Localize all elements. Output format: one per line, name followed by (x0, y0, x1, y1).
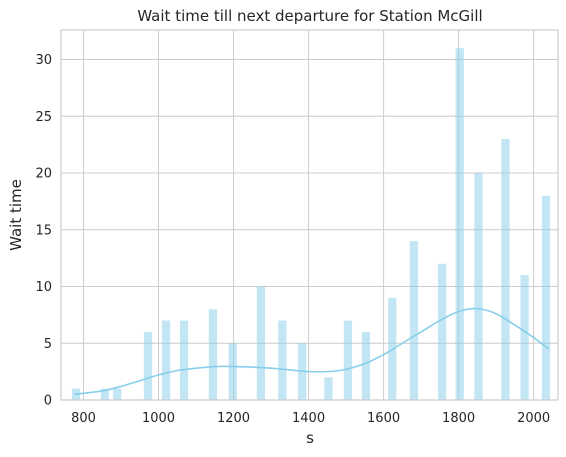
x-tick-label: 1400 (292, 411, 325, 426)
x-tick-label: 1600 (367, 411, 400, 426)
chart-title: Wait time till next departure for Statio… (137, 7, 482, 25)
histogram-bar (501, 138, 510, 400)
histogram-bar (113, 388, 122, 400)
kde-curve-group (74, 307, 550, 396)
x-axis-label: s (306, 429, 314, 447)
y-tick-labels: 0 5 10 15 20 25 30 (35, 53, 52, 408)
y-tick-label: 20 (35, 167, 52, 182)
histogram-bar (100, 388, 110, 400)
x-tick-label: 800 (71, 411, 96, 426)
plot-frame (60, 29, 559, 401)
histogram-bar (143, 331, 153, 400)
histogram-bar (179, 320, 189, 400)
histogram-bar (361, 331, 371, 400)
x-tick-label: 2000 (517, 411, 550, 426)
x-tick-label: 1000 (142, 411, 175, 426)
y-tick-label: 5 (44, 337, 52, 352)
histogram-bar (520, 275, 529, 400)
histogram-bar (278, 320, 287, 400)
x-tick-labels: 800 1000 1200 1400 1600 1800 2000 (71, 411, 550, 426)
bars (71, 48, 551, 400)
grid (61, 30, 558, 401)
histogram-bar (455, 48, 464, 400)
y-tick-label: 0 (44, 394, 52, 409)
histogram-bar (324, 377, 333, 400)
histogram-bar (208, 309, 218, 400)
y-axis-label: Wait time (7, 179, 25, 251)
histogram-bar (256, 286, 266, 400)
histogram-bar (541, 195, 551, 400)
histogram-bar (474, 173, 483, 400)
histogram-bar (409, 241, 419, 400)
histogram-bar (343, 320, 353, 400)
y-tick-label: 15 (35, 223, 52, 238)
histogram-bar (437, 263, 447, 400)
histogram-bar (161, 320, 171, 400)
y-tick-label: 25 (35, 110, 52, 125)
kde-curve (74, 307, 550, 396)
x-tick-label: 1800 (442, 411, 475, 426)
histogram-bar (228, 343, 237, 400)
x-tick-label: 1200 (217, 411, 250, 426)
y-tick-label: 30 (35, 53, 52, 68)
y-tick-label: 10 (35, 280, 52, 295)
